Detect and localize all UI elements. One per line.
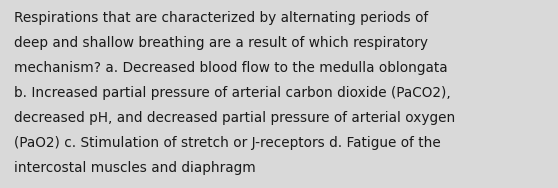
Text: mechanism? a. Decreased blood flow to the medulla oblongata: mechanism? a. Decreased blood flow to th…	[14, 61, 448, 75]
Text: decreased pH, and decreased partial pressure of arterial oxygen: decreased pH, and decreased partial pres…	[14, 111, 455, 125]
Text: intercostal muscles and diaphragm: intercostal muscles and diaphragm	[14, 161, 256, 175]
Text: deep and shallow breathing are a result of which respiratory: deep and shallow breathing are a result …	[14, 36, 428, 50]
Text: Respirations that are characterized by alternating periods of: Respirations that are characterized by a…	[14, 11, 428, 25]
Text: (PaO2) c. Stimulation of stretch or J-receptors d. Fatigue of the: (PaO2) c. Stimulation of stretch or J-re…	[14, 136, 441, 150]
Text: b. Increased partial pressure of arterial carbon dioxide (PaCO2),: b. Increased partial pressure of arteria…	[14, 86, 451, 100]
